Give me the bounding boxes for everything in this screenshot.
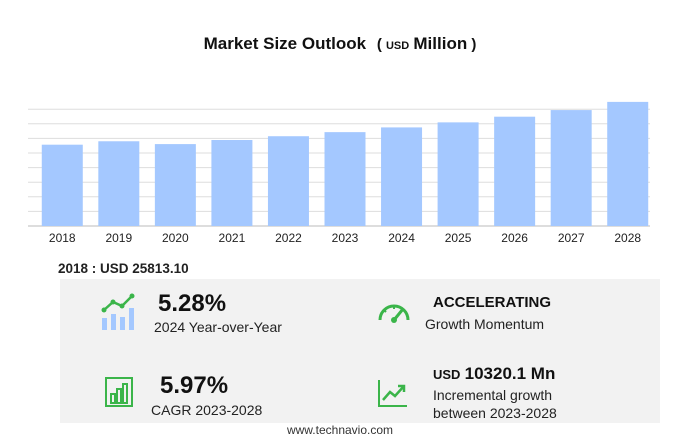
x-tick-label: 2019 <box>105 231 132 245</box>
x-tick-label: 2028 <box>614 231 641 245</box>
bar-2018 <box>41 144 83 226</box>
base-year-value: 2018 : USD 25813.10 <box>58 261 189 276</box>
incremental-label-line2: between 2023-2028 <box>433 405 557 421</box>
bar-2021 <box>211 140 253 226</box>
x-tick-label: 2021 <box>219 231 246 245</box>
title-main: Market Size Outlook <box>203 34 367 53</box>
bar-2027 <box>550 110 592 226</box>
x-tick-label: 2022 <box>275 231 302 245</box>
bar-2019 <box>98 141 140 226</box>
bar-chart-icon <box>105 377 133 407</box>
bar-2028 <box>607 101 649 226</box>
chart-title: Market Size Outlook ( USD Million ) <box>0 34 680 54</box>
cagr-value: 5.97% <box>160 372 229 399</box>
bar-2025 <box>437 122 479 226</box>
x-tick-label: 2027 <box>558 231 585 245</box>
metrics-panel <box>60 279 660 423</box>
trend-line-icon <box>378 380 407 407</box>
bar-2020 <box>154 144 196 226</box>
x-tick-label: 2020 <box>162 231 189 245</box>
bar-2026 <box>494 116 536 226</box>
growth-bars-icon <box>101 293 135 330</box>
x-tick-label: 2025 <box>445 231 472 245</box>
x-tick-label: 2026 <box>501 231 528 245</box>
bar-2024 <box>381 127 423 226</box>
x-tick-label: 2018 <box>49 231 76 245</box>
incremental-currency: USD <box>433 367 461 382</box>
footer-url: www.technavio.com <box>286 423 394 437</box>
momentum-value: ACCELERATING <box>433 294 552 311</box>
bar-2022 <box>267 136 309 226</box>
yoy-label: 2024 Year-over-Year <box>154 319 282 335</box>
bar-chart: 2018 2019 2020 2021 2022 2023 2024 2025 2026 2027… <box>28 101 650 245</box>
incremental-amount: 10320.1 Mn <box>464 364 556 383</box>
x-tick-label: 2024 <box>388 231 415 245</box>
bar-2023 <box>324 132 366 226</box>
incremental-label-line1: Incremental growth <box>433 387 553 403</box>
panel-divider <box>60 356 660 357</box>
title-unit: ( USD Million ) <box>376 34 477 53</box>
momentum-label: Growth Momentum <box>425 316 545 332</box>
yoy-value: 5.28% <box>158 290 227 317</box>
cagr-label: CAGR 2023-2028 <box>151 402 263 418</box>
speedometer-icon <box>378 304 410 323</box>
incremental-value: USD 10320.1 Mn <box>433 364 555 384</box>
x-tick-label: 2023 <box>332 231 359 245</box>
